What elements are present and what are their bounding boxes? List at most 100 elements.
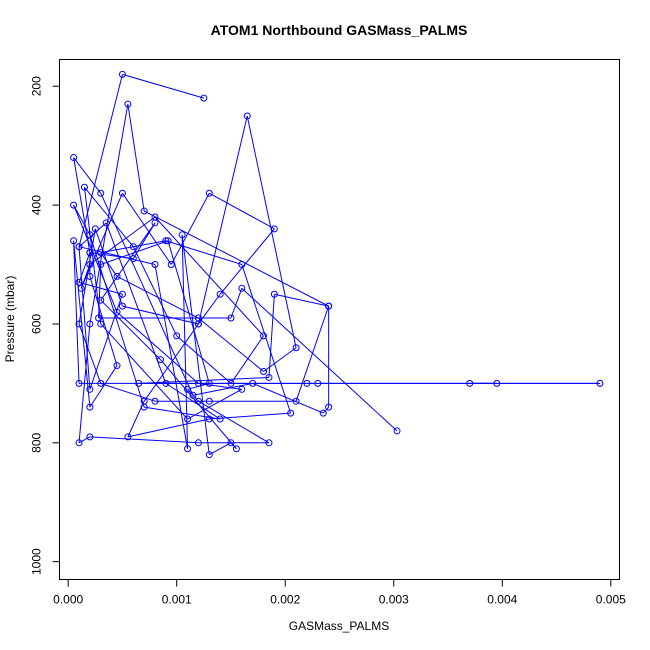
data-point xyxy=(249,379,257,387)
data-point xyxy=(140,397,148,405)
data-point xyxy=(113,308,121,316)
data-point xyxy=(151,261,159,269)
data-point xyxy=(75,439,83,447)
data-point xyxy=(86,249,94,257)
data-point xyxy=(216,415,224,423)
series-segment xyxy=(73,240,80,384)
data-point xyxy=(75,278,83,286)
data-point xyxy=(184,445,192,453)
series-segment xyxy=(100,299,161,360)
data-point xyxy=(118,290,126,298)
y-tick-label: 200 xyxy=(30,76,44,96)
series-segment xyxy=(138,376,269,384)
data-point xyxy=(184,415,192,423)
y-axis: 200 400 600 800 1000 xyxy=(30,76,60,575)
data-point xyxy=(140,207,148,215)
data-point xyxy=(173,332,181,340)
data-point xyxy=(86,272,94,280)
data-point xyxy=(265,439,273,447)
series-segment xyxy=(246,115,297,348)
series-segment xyxy=(100,240,169,266)
data-point xyxy=(164,237,172,245)
series-lines xyxy=(73,73,600,456)
data-point xyxy=(194,379,202,387)
data-point xyxy=(189,391,197,399)
series-segment xyxy=(127,103,145,212)
series-segment xyxy=(84,186,134,248)
data-point xyxy=(292,397,300,405)
series-segment xyxy=(89,436,199,444)
data-point xyxy=(118,70,126,78)
data-point xyxy=(97,296,105,304)
series-segment xyxy=(73,157,102,194)
data-point xyxy=(205,379,213,387)
series-segment xyxy=(230,335,264,384)
series-segment xyxy=(100,222,156,301)
data-point xyxy=(102,219,110,227)
series-segment xyxy=(187,388,199,402)
series-segment xyxy=(187,388,243,420)
x-axis: 0.000 0.001 0.002 0.003 0.004 0.005 xyxy=(53,579,626,607)
series-segment xyxy=(78,246,91,390)
data-point xyxy=(167,261,175,269)
x-tick-label: 0.001 xyxy=(162,593,192,607)
data-point xyxy=(243,112,251,120)
series-segment xyxy=(122,305,199,325)
series-segment xyxy=(100,252,118,277)
series-segment xyxy=(170,192,210,265)
series-segment xyxy=(78,74,123,247)
series-segment xyxy=(176,335,232,384)
x-tick-label: 0.005 xyxy=(596,593,626,607)
data-point xyxy=(80,183,88,191)
data-point xyxy=(393,427,401,435)
data-point xyxy=(118,189,126,197)
data-point xyxy=(194,320,202,328)
data-point xyxy=(287,409,295,417)
data-point xyxy=(124,100,132,108)
series-segment xyxy=(122,192,172,265)
series-segment xyxy=(274,293,329,307)
data-point xyxy=(70,237,78,245)
series-segment xyxy=(100,382,156,402)
series-segment xyxy=(122,73,204,99)
data-point xyxy=(113,362,121,370)
series-segment xyxy=(100,193,194,396)
series-segment xyxy=(219,228,275,295)
data-point xyxy=(86,433,94,441)
data-point xyxy=(596,379,604,387)
data-point xyxy=(129,255,137,263)
series-segment xyxy=(89,234,145,408)
data-point xyxy=(97,379,105,387)
data-point xyxy=(162,379,170,387)
series-segment xyxy=(209,442,232,456)
series-segment xyxy=(116,311,199,384)
series-segment xyxy=(89,103,129,325)
data-point xyxy=(292,344,300,352)
data-point xyxy=(265,373,273,381)
y-tick-label: 800 xyxy=(30,432,44,452)
data-point xyxy=(162,237,170,245)
data-point xyxy=(156,356,164,364)
y-axis-label: Pressure (mbar) xyxy=(3,276,17,363)
data-point xyxy=(86,385,94,393)
data-point xyxy=(227,314,235,322)
data-point xyxy=(91,225,99,233)
series-segment xyxy=(181,234,210,455)
series-segment xyxy=(78,323,91,443)
series-segment xyxy=(78,252,91,283)
data-point xyxy=(70,201,78,209)
data-point xyxy=(75,243,83,251)
x-axis-label: GASMass_PALMS xyxy=(289,619,389,633)
series-segment xyxy=(252,382,324,414)
data-point xyxy=(200,94,208,102)
data-point xyxy=(97,249,105,257)
series-segment xyxy=(198,400,270,444)
data-point xyxy=(260,368,268,375)
data-point xyxy=(86,403,94,411)
series-segment xyxy=(192,382,253,396)
series-segment xyxy=(89,276,118,366)
data-point xyxy=(325,302,333,310)
data-point xyxy=(238,261,246,269)
series-segment xyxy=(89,365,118,408)
